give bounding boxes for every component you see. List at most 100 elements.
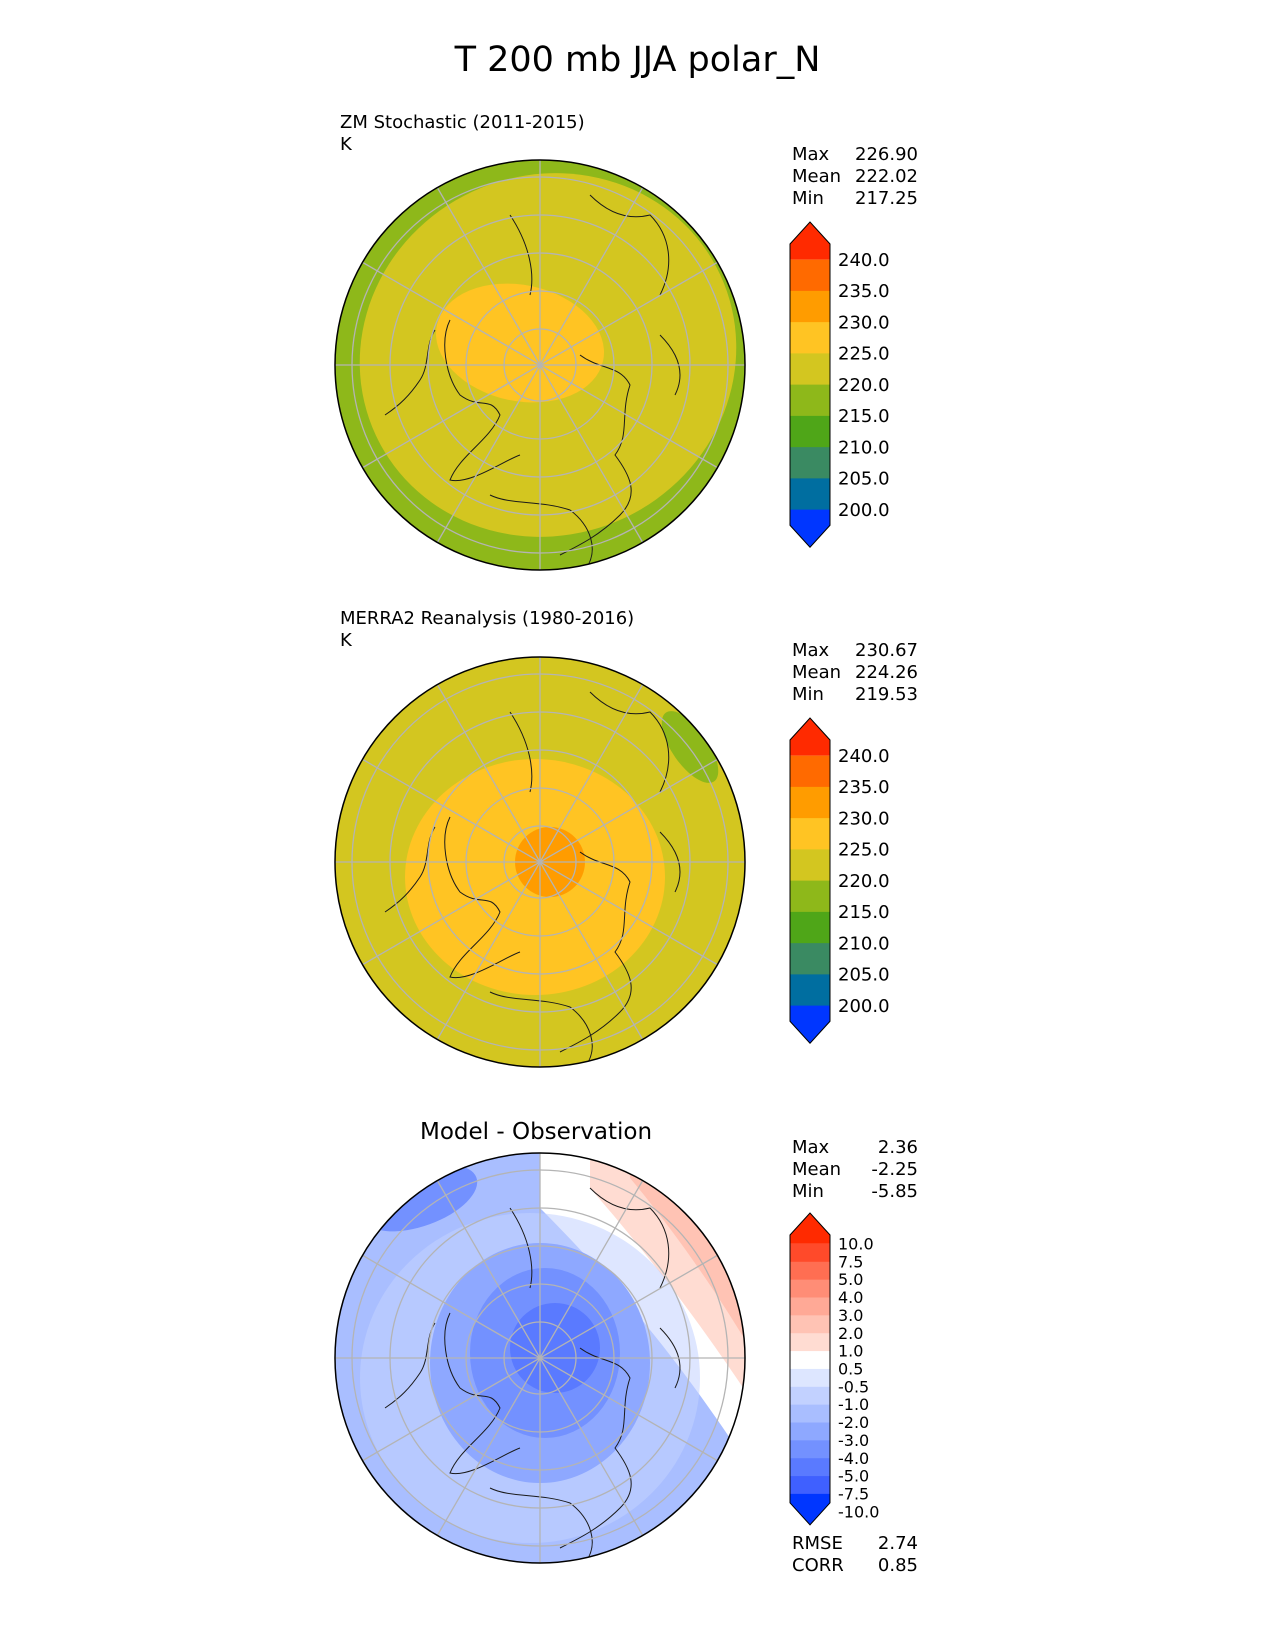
panel-3-title: Model - Observation — [420, 1119, 653, 1145]
panel-1-polar-map — [334, 159, 746, 571]
panel-3-colorbar-label: 3.0 — [838, 1306, 863, 1325]
panel-1-colorbar-label: 235.0 — [838, 281, 890, 302]
panel-1-colorbar-bin-1 — [790, 259, 830, 292]
panel-3-colorbar-label: 5.0 — [838, 1270, 863, 1289]
panel-1-colorbar-bin-3 — [790, 322, 830, 354]
panel-1-colorbar-label: 240.0 — [838, 250, 890, 271]
panel-2-stat-mean-value: 224.26 — [855, 662, 918, 683]
panel-3-colorbar-label: -1.0 — [838, 1395, 869, 1414]
panel-1-colorbar-label: 200.0 — [838, 500, 890, 521]
panel-2-field-ne-patch — [661, 711, 719, 783]
panel-2-title: MERRA2 Reanalysis (1980-2016) — [340, 608, 635, 629]
panel-3-stat-max-value: 2.36 — [877, 1137, 918, 1158]
panel-2-stat-max-label: Max — [792, 640, 830, 661]
panel-1-stat-mean-label: Mean — [792, 166, 842, 187]
panel-1-title: ZM Stochastic (2011-2015) — [340, 112, 585, 133]
panel-2-colorbar-label: 205.0 — [838, 965, 890, 986]
panel-3-stat-rmse-label: RMSE — [792, 1533, 843, 1554]
panel-3-colorbar: 10.07.55.04.03.02.01.00.5-0.5-1.0-2.0-3.… — [789, 1212, 879, 1526]
panel-3-colorbar-bin-7 — [790, 1351, 830, 1370]
panel-2-polar-map — [334, 656, 746, 1068]
panel-1-colorbar-label: 220.0 — [838, 375, 890, 396]
panel-2-colorbar-bin-8 — [790, 974, 830, 1007]
panel-2-map-border — [334, 656, 746, 1068]
panel-3-colorbar-label: -7.5 — [838, 1485, 869, 1504]
panel-2-colorbar-bin-0 — [790, 718, 830, 756]
panel-2-colorbar-bin-6 — [790, 911, 830, 944]
panel-2-colorbar-outline — [789, 717, 831, 1044]
panel-1-stat-mean-value: 222.02 — [855, 166, 918, 187]
panel-1-units: K — [340, 134, 352, 155]
panel-3-map-border — [334, 1152, 746, 1564]
panel-2-colorbar-label: 200.0 — [838, 996, 890, 1017]
panel-3-colorbar-bin-8 — [790, 1368, 830, 1388]
panel-3-stat-rmse-value: 2.74 — [877, 1533, 918, 1554]
panel-1-colorbar-bin-0 — [790, 222, 830, 260]
panel-3-colorbar-label: 7.5 — [838, 1252, 863, 1271]
panel-3-colorbar-bin-9 — [790, 1386, 830, 1406]
panel-3-stat-min-label: Min — [792, 1181, 824, 1202]
panel-1-colorbar-label: 210.0 — [838, 437, 890, 458]
panel-2-colorbar-bin-3 — [790, 818, 830, 850]
panel-3-colorbar-bin-12 — [790, 1440, 830, 1459]
panel-2-colorbar-label: 235.0 — [838, 777, 890, 798]
panel-1-field-pole — [435, 283, 605, 403]
panel-3-polar-map — [334, 1152, 746, 1564]
panel-2-colorbar-bin-2 — [790, 786, 830, 819]
panel-3-colorbar-label: -3.0 — [838, 1431, 869, 1450]
panel-2-stat-max-value: 230.67 — [855, 640, 918, 661]
panel-1-graticule — [335, 160, 745, 570]
panel-3-colorbar-bin-5 — [790, 1315, 830, 1334]
panel-3-colorbar-label: -0.5 — [838, 1377, 869, 1396]
panel-2-colorbar-label: 220.0 — [838, 871, 890, 892]
panel-1-colorbar-label: 215.0 — [838, 406, 890, 427]
panel-2-stat-min-label: Min — [792, 684, 824, 705]
panel-3-colorbar-label: -10.0 — [838, 1502, 879, 1521]
panel-2-stat-min-value: 219.53 — [855, 684, 918, 705]
panel-1-colorbar-bin-6 — [790, 415, 830, 448]
panel-3-colorbar-bin-3 — [790, 1279, 830, 1298]
panel-3-colorbar-bin-0 — [790, 1213, 830, 1244]
panel-2-colorbar-label: 240.0 — [838, 746, 890, 767]
panel-2-colorbar-bin-9 — [790, 1005, 830, 1044]
panel-2-colorbar-label: 215.0 — [838, 902, 890, 923]
panel-1-stat-max-value: 226.90 — [855, 144, 918, 165]
panel-3-colorbar-bin-15 — [790, 1493, 830, 1525]
panel-1-colorbar-bin-5 — [790, 384, 830, 417]
panel-3-colorbar-bin-10 — [790, 1404, 830, 1423]
panel-3-graticule — [335, 1153, 745, 1563]
panel-2-stat-mean-label: Mean — [792, 662, 842, 683]
panel-3-colorbar-bin-2 — [790, 1261, 830, 1281]
panel-2-colorbar-label: 225.0 — [838, 840, 890, 861]
panel-2-colorbar-bin-4 — [790, 849, 830, 882]
panel-3-colorbar-bin-1 — [790, 1243, 830, 1263]
panel-1-colorbar-bin-4 — [790, 353, 830, 386]
panel-2-units: K — [340, 630, 352, 651]
panel-3-colorbar-outline — [789, 1212, 831, 1526]
panel-1-stat-min-value: 217.25 — [855, 188, 918, 209]
panel-3-colorbar-bin-14 — [790, 1476, 830, 1495]
panel-1-colorbar-bin-2 — [790, 290, 830, 323]
panel-1-colorbar-label: 205.0 — [838, 469, 890, 490]
panel-3-stat-corr-value: 0.85 — [877, 1555, 918, 1576]
panel-3-colorbar-bin-4 — [790, 1297, 830, 1316]
panel-3-colorbar-label: 2.0 — [838, 1324, 863, 1343]
panel-3-colorbar-bin-13 — [790, 1458, 830, 1477]
panel-2-colorbar-bin-5 — [790, 880, 830, 913]
panel-2-colorbar-bin-1 — [790, 755, 830, 788]
panel-3-stat-min-value: -5.85 — [871, 1181, 918, 1202]
panel-3-colorbar-bin-6 — [790, 1333, 830, 1352]
panel-1-stat-max-label: Max — [792, 144, 830, 165]
panel-2-colorbar-label: 230.0 — [838, 808, 890, 829]
panel-1-colorbar-outline — [789, 221, 831, 548]
panel-2-graticule — [335, 657, 745, 1067]
panel-1-colorbar-label: 225.0 — [838, 344, 890, 365]
panel-1-colorbar-bin-7 — [790, 447, 830, 479]
panel-3-colorbar-label: -4.0 — [838, 1449, 869, 1468]
panel-1-colorbar: 240.0 235.0 230.0 225.0 220.0 215.0 210.0 205.0… — [789, 221, 890, 548]
panel-2-colorbar-label: 210.0 — [838, 933, 890, 954]
panel-3-colorbar-label: 4.0 — [838, 1288, 863, 1307]
panel-3-colorbar-label: -5.0 — [838, 1467, 869, 1486]
panel-1-map-border — [334, 159, 746, 571]
panel-3-colorbar-label: -2.0 — [838, 1413, 869, 1432]
